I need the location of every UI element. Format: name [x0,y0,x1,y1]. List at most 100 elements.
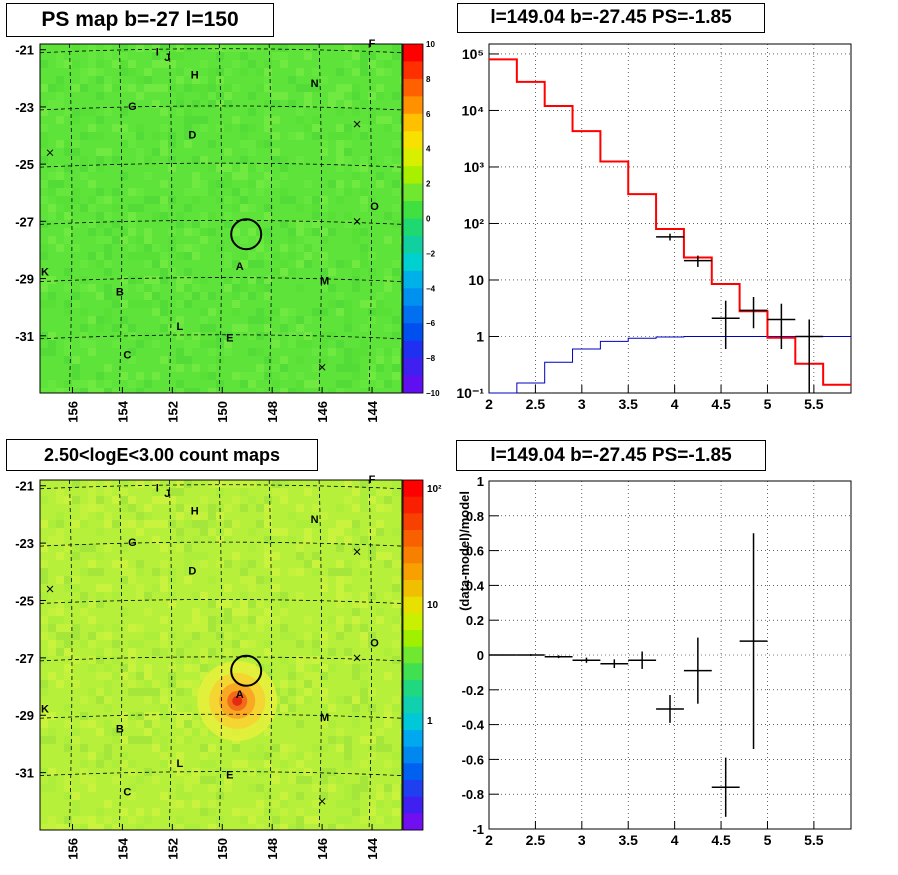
map-texture-cell [208,528,216,536]
map-texture-cell [216,536,224,544]
map-texture-cell [88,480,96,488]
map-texture-cell [240,560,248,568]
map-texture-cell [296,260,304,268]
map-texture-cell [272,380,280,388]
map-texture-cell [160,704,168,712]
map-texture-cell [248,164,256,172]
map-texture-cell [232,228,240,236]
map-texture-cell [336,744,344,752]
map-texture-cell [392,808,400,816]
y-tick-label: -31 [15,329,34,344]
map-texture-cell [280,356,288,364]
x-tick-label: 5 [764,396,772,412]
map-texture-cell [400,672,402,680]
map-texture-cell [376,504,384,512]
map-texture-cell [368,300,376,308]
map-texture-cell [96,696,104,704]
map-texture-cell [168,364,176,372]
map-texture-cell [208,800,216,808]
map-texture-cell [216,480,224,488]
map-texture-cell [376,364,384,372]
map-texture-cell [176,736,184,744]
map-texture-cell [136,776,144,784]
map-texture-cell [200,808,208,816]
map-texture-cell [336,800,344,808]
map-texture-cell [128,496,136,504]
map-texture-cell [176,688,184,696]
map-texture-cell [328,824,336,830]
map-texture-cell [264,728,272,736]
map-texture-cell [120,544,128,552]
map-texture-cell [184,624,192,632]
map-texture-cell [240,504,248,512]
map-texture-cell [320,696,328,704]
map-texture-cell [360,44,368,52]
source-label: G [128,537,137,549]
map-texture-cell [328,648,336,656]
map-texture-cell [232,372,240,380]
map-texture-cell [312,236,320,244]
colorbar-tick-label: −2 [426,249,436,258]
map-texture-cell [64,664,72,672]
count-map-title: 2.50<logE<3.00 count maps [6,439,318,471]
map-texture-cell [248,752,256,760]
map-texture-cell [184,704,192,712]
colorbar-segment [403,61,423,80]
map-texture-cell [96,252,104,260]
map-texture-cell [336,504,344,512]
map-texture-cell [200,760,208,768]
map-texture-cell [88,616,96,624]
map-texture-cell [96,824,104,830]
cross-marker [318,797,326,805]
map-texture-cell [152,260,160,268]
y-tick-label: 1 [477,474,484,489]
map-texture-cell [176,504,184,512]
map-texture-cell [312,680,320,688]
map-texture-cell [336,300,344,308]
map-texture-cell [296,592,304,600]
map-texture-cell [280,268,288,276]
map-texture-cell [96,148,104,156]
map-texture-cell [312,640,320,648]
map-texture-cell [192,292,200,300]
map-texture-cell [96,528,104,536]
map-texture-cell [176,656,184,664]
map-texture-cell [136,584,144,592]
map-texture-cell [136,568,144,576]
map-texture-cell [104,704,112,712]
map-texture-cell [56,92,64,100]
map-texture-cell [40,824,48,830]
map-texture-cell [168,800,176,808]
map-texture-cell [208,760,216,768]
target-circle-marker [230,218,263,251]
map-texture-cell [184,228,192,236]
map-texture-cell [328,228,336,236]
map-texture-cell [344,60,352,68]
map-texture-cell [360,380,368,388]
map-texture-cell [152,84,160,92]
map-texture-cell [104,512,112,520]
map-texture-cell [160,140,168,148]
map-texture-cell [240,600,248,608]
map-texture-cell [352,68,360,76]
map-texture-cell [192,616,200,624]
map-texture-cell [304,52,312,60]
map-texture-cell [360,300,368,308]
map-texture-cell [368,372,376,380]
map-texture-cell [128,792,136,800]
map-texture-cell [288,340,296,348]
map-texture-cell [360,228,368,236]
map-texture-cell [368,92,376,100]
map-texture-cell [368,736,376,744]
map-texture-cell [48,380,56,388]
colorbar-segment [403,496,423,514]
map-texture-cell [304,632,312,640]
map-texture-cell [64,776,72,784]
map-texture-cell [360,68,368,76]
map-texture-cell [392,656,400,664]
map-texture-cell [48,212,56,220]
map-texture-cell [280,704,288,712]
map-texture-cell [384,324,392,332]
map-texture-cell [40,156,48,164]
